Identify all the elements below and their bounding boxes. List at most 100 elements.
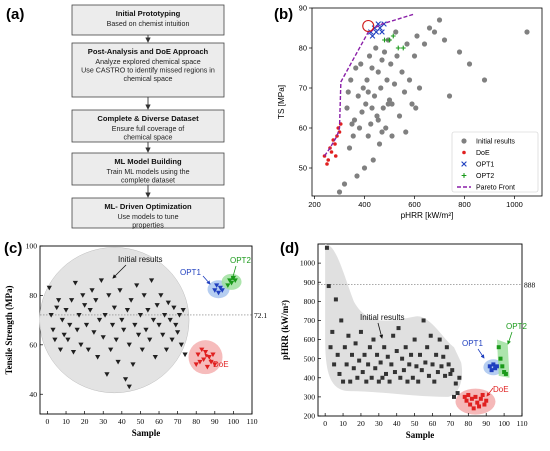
point-initial-results	[76, 312, 82, 318]
point-initial-results	[360, 85, 366, 91]
chart-d: 888 0 10 20 30 40 50 60 70 80 90 100 110 200 300 400 500…	[280, 243, 536, 440]
point-opt2	[390, 33, 396, 39]
highlight-circle	[362, 19, 375, 33]
annotation-arrow	[507, 331, 513, 345]
point-initial-results	[150, 317, 157, 323]
point-initial-results	[147, 337, 153, 343]
point-doe	[469, 396, 474, 401]
chart-b: 200 400 600 800 1000 50 60 70 80 90 pHRR [kW/m²] TS…	[277, 4, 543, 220]
flow-box	[71, 197, 225, 229]
flow-box-text: Analyze explored chemical space	[95, 58, 200, 66]
point-initial-results	[169, 337, 175, 343]
point-initial-results	[350, 133, 356, 139]
point-initial-results	[389, 362, 394, 367]
point-initial-results	[364, 379, 369, 384]
point-opt2	[382, 37, 387, 43]
flow-box	[71, 109, 225, 143]
point-initial-results	[333, 297, 338, 302]
point-doe	[325, 162, 329, 166]
y-tick-label: 700	[304, 316, 316, 325]
point-initial-results	[371, 93, 378, 99]
x-tick-label: 110	[246, 417, 257, 426]
point-initial-results	[400, 356, 405, 361]
legend-label: DoE	[476, 150, 490, 157]
point-initial-results	[457, 375, 462, 380]
point-initial-results	[165, 300, 171, 306]
panel-a: (a) Initial Prototyping Based on chemist …	[0, 0, 270, 230]
point-initial-results	[145, 308, 151, 313]
point-initial-results	[358, 61, 364, 67]
point-initial-results	[419, 368, 424, 373]
x-tick-label: 90	[482, 419, 490, 428]
y-tick-label: 1000	[300, 259, 315, 268]
point-initial-results	[74, 327, 80, 333]
point-initial-results	[363, 101, 369, 107]
point-initial-results	[46, 285, 52, 291]
point-initial-results	[443, 373, 448, 378]
point-doe	[468, 402, 473, 407]
annotation-arrow	[377, 322, 384, 339]
y-tick-label: 400	[304, 373, 316, 382]
point-initial-results	[158, 293, 164, 298]
point-initial-results	[152, 354, 158, 360]
point-doe	[329, 150, 334, 154]
point-initial-results	[178, 342, 184, 348]
point-initial-results	[82, 303, 88, 308]
point-initial-results	[455, 391, 460, 396]
point-initial-results	[394, 349, 399, 354]
chart-c: 72.1 0 10 20 30 40 50 60 70 80 90 100 110 40 60 80 100 Sa…	[4, 242, 267, 438]
point-initial-results	[128, 298, 134, 303]
point-initial-results	[365, 133, 371, 139]
annotation-label: Initial results	[360, 313, 404, 322]
legend-swatch	[461, 161, 467, 167]
legend	[451, 131, 539, 193]
point-opt2	[225, 283, 231, 288]
y-tick-label: 80	[29, 291, 37, 300]
y-tick-label: 300	[304, 392, 316, 401]
annotation-arrow	[204, 353, 214, 363]
point-initial-results	[95, 354, 101, 360]
point-initial-results	[418, 352, 422, 357]
point-initial-results	[452, 394, 456, 399]
point-initial-results	[117, 288, 123, 293]
point-initial-results	[344, 105, 350, 111]
point-initial-results	[139, 347, 145, 353]
point-doe	[197, 359, 203, 365]
flow-box-text: Use models to tune	[117, 213, 178, 221]
point-initial-results	[80, 293, 86, 298]
point-initial-results	[441, 37, 448, 43]
x-axis-label: Sample	[132, 428, 161, 438]
point-initial-results	[65, 337, 71, 343]
point-initial-results	[342, 345, 347, 350]
point-initial-results	[444, 345, 449, 350]
legend-swatch	[461, 173, 467, 178]
point-initial-results	[384, 77, 390, 83]
point-opt1	[489, 368, 494, 373]
point-initial-results	[414, 33, 420, 39]
x-tick-label: 70	[447, 419, 455, 428]
point-initial-results	[143, 327, 149, 333]
point-initial-results	[403, 345, 408, 350]
legend-label: Initial results	[476, 139, 515, 146]
point-initial-results	[385, 354, 390, 359]
point-initial-results	[396, 326, 401, 331]
point-initial-results	[431, 29, 438, 35]
point-initial-results	[407, 362, 412, 367]
point-opt2	[496, 345, 501, 350]
point-initial-results	[326, 284, 331, 289]
point-doe	[473, 394, 478, 399]
point-initial-results	[373, 366, 378, 371]
reference-line-label: 72.1	[254, 311, 267, 320]
point-initial-results	[364, 77, 370, 83]
point-initial-results	[434, 352, 439, 357]
point-initial-results	[336, 189, 343, 195]
point-doe	[484, 398, 489, 403]
point-opt1	[214, 283, 220, 288]
point-initial-results	[362, 352, 367, 357]
point-initial-results	[108, 347, 114, 353]
point-initial-results	[134, 283, 140, 288]
x-tick-label: 800	[458, 200, 471, 209]
point-initial-results	[376, 379, 381, 384]
point-initial-results	[354, 173, 360, 179]
point-initial-results	[337, 371, 342, 376]
